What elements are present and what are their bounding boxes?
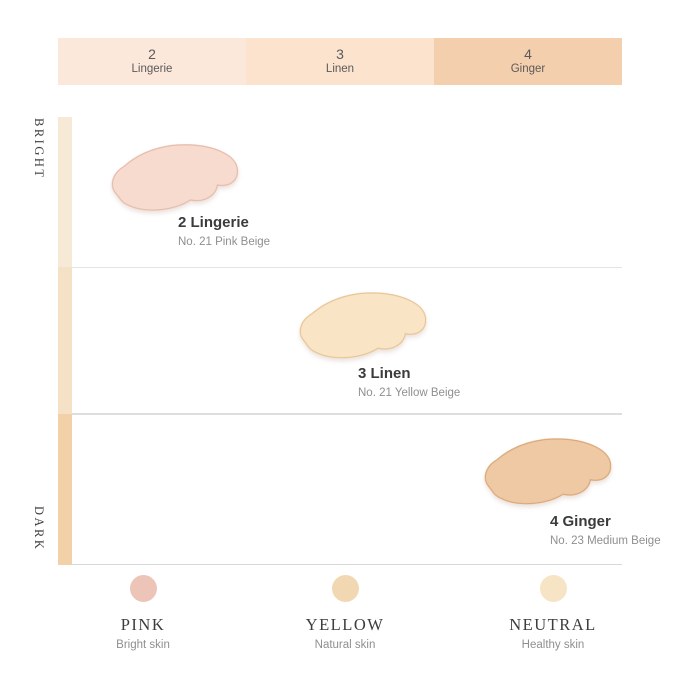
- segment-number: 2: [148, 46, 156, 63]
- shade-subtitle: No. 21 Pink Beige: [178, 235, 271, 248]
- tone-dot-circle: [331, 575, 359, 602]
- gradient-step: [58, 117, 72, 267]
- smear-shape: [299, 292, 427, 359]
- segment-name: Ginger: [510, 63, 546, 76]
- shade-subtitle: No. 23 Medium Beige: [550, 534, 661, 547]
- segment-name: Linen: [325, 63, 355, 76]
- swatch-smear-linen: [291, 284, 435, 373]
- tone-description: Healthy skin: [521, 639, 585, 652]
- tone-dot-icon: [129, 575, 157, 602]
- panel-linen: [72, 268, 622, 415]
- swatch-smear-lingerie: [102, 135, 247, 227]
- tone-dot-circle: [129, 575, 157, 602]
- smear-shape: [484, 438, 612, 505]
- shade-title: 3 Linen: [358, 365, 411, 382]
- gradient-step: [58, 414, 72, 565]
- tone-description: Natural skin: [314, 639, 376, 652]
- swatch-smear-ginger: [476, 430, 620, 519]
- tone-dot-circle: [539, 575, 567, 602]
- shade-label-ginger: 4 Ginger No. 23 Medium Beige: [550, 513, 661, 547]
- tone-pink: PINK Bright skin: [53, 575, 233, 652]
- axis-label-bright: BRIGHT: [32, 118, 46, 180]
- tone-name: YELLOW: [305, 615, 385, 634]
- tone-yellow: YELLOW Natural skin: [255, 575, 435, 652]
- shade-segment-linen: 3 Linen: [246, 38, 434, 85]
- tone-neutral: NEUTRAL Healthy skin: [463, 575, 643, 652]
- tone-name: NEUTRAL: [509, 615, 597, 634]
- shade-title: 4 Ginger: [550, 513, 611, 530]
- segment-number: 4: [524, 46, 532, 63]
- panel-ginger: [72, 415, 622, 565]
- axis-label-dark: DARK: [32, 506, 46, 552]
- shade-label-lingerie: 2 Lingerie No. 21 Pink Beige: [178, 214, 271, 248]
- panel-lingerie: [72, 117, 622, 268]
- shade-segment-lingerie: 2 Lingerie: [58, 38, 246, 85]
- shade-subtitle: No. 21 Yellow Beige: [358, 386, 461, 399]
- brightness-gradient-bar: [58, 117, 72, 565]
- shade-segment-ginger: 4 Ginger: [434, 38, 622, 85]
- segment-number: 3: [336, 46, 344, 63]
- tone-name: PINK: [120, 615, 166, 634]
- shade-panels: [72, 117, 622, 565]
- tone-dot-icon: [539, 575, 567, 602]
- smear-shape: [111, 144, 239, 211]
- tone-dot-icon: [331, 575, 359, 602]
- tone-description: Bright skin: [116, 639, 170, 652]
- gradient-step: [58, 267, 72, 414]
- shade-label-linen: 3 Linen No. 21 Yellow Beige: [358, 365, 461, 399]
- shade-title: 2 Lingerie: [178, 214, 249, 231]
- shade-range-bar: 2 Lingerie 3 Linen 4 Ginger: [58, 38, 622, 85]
- segment-name: Lingerie: [131, 63, 173, 76]
